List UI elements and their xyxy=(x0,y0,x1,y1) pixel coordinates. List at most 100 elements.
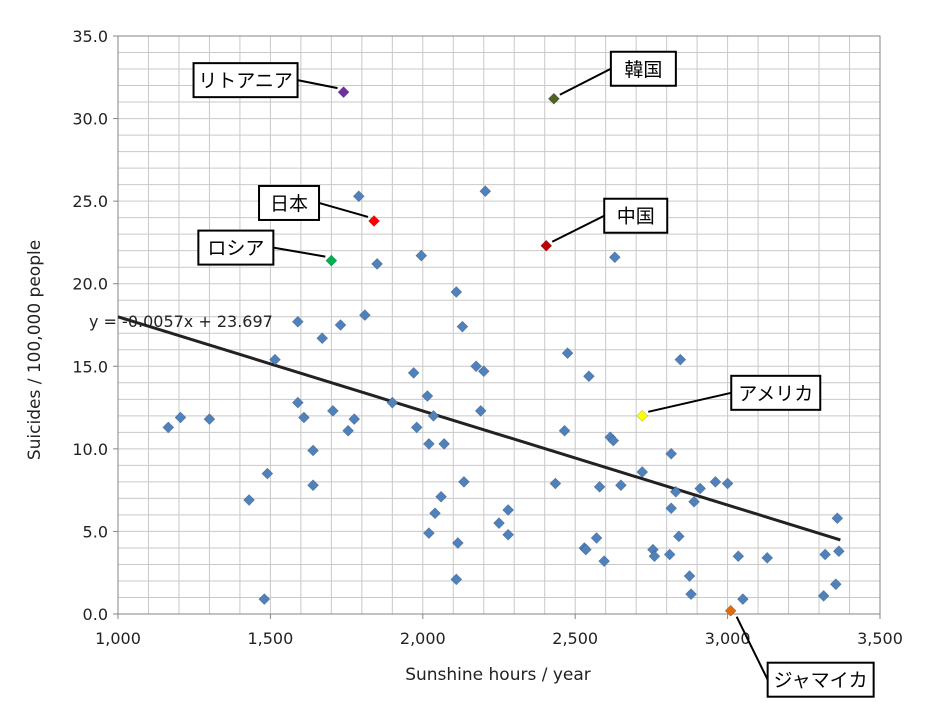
data-point xyxy=(342,424,355,437)
x-tick-label: 2,500 xyxy=(552,629,598,648)
data-point xyxy=(721,477,734,490)
data-point xyxy=(709,475,722,488)
x-tick-label: 1,500 xyxy=(247,629,293,648)
data-point xyxy=(298,411,310,424)
callout-box xyxy=(197,229,275,266)
data-point xyxy=(386,396,399,409)
data-point xyxy=(549,477,562,490)
axis-ticks: 1,000 1,500 2,000 2,500 3,000 3,500 0.0 5.0 10.0… xyxy=(72,27,903,648)
data-point xyxy=(607,434,620,447)
trendline-group: y = -0.0057x + 23.697 xyxy=(89,312,841,542)
data-point xyxy=(422,527,435,540)
callout-label: 韓国 xyxy=(624,59,662,81)
callout-box xyxy=(766,661,875,698)
data-point xyxy=(415,249,428,262)
data-point xyxy=(261,467,274,480)
highlighted-data-point xyxy=(325,254,338,267)
data-point xyxy=(450,573,463,586)
data-point xyxy=(817,589,830,602)
data-point xyxy=(174,411,187,424)
data-point xyxy=(672,530,685,543)
data-point xyxy=(582,370,595,383)
highlighted-data-point xyxy=(337,86,350,99)
data-point xyxy=(598,555,611,568)
data-point xyxy=(493,517,505,530)
callout-box xyxy=(603,197,669,234)
y-tick-label: 15.0 xyxy=(72,357,108,376)
highlighted-data-point xyxy=(540,239,553,252)
x-tick-label: 2,000 xyxy=(400,629,446,648)
data-point xyxy=(663,548,676,561)
data-point xyxy=(648,550,661,563)
data-point xyxy=(291,315,304,328)
data-point xyxy=(429,507,441,520)
data-point xyxy=(307,444,319,457)
y-axis-title: Suicides / 100,000 people xyxy=(25,240,45,460)
x-tick-label: 3,000 xyxy=(705,629,751,648)
data-point xyxy=(477,365,490,378)
y-tick-label: 20.0 xyxy=(72,275,108,294)
data-point xyxy=(438,437,451,450)
data-point xyxy=(435,490,448,503)
callout-label: リトアニア xyxy=(198,70,293,92)
data-point xyxy=(694,482,707,495)
callout-label: 中国 xyxy=(617,206,655,228)
data-point xyxy=(736,593,749,606)
highlighted-data-point xyxy=(724,604,737,617)
highlighted-data-point xyxy=(368,215,380,227)
data-point xyxy=(470,360,483,373)
highlighted-data-point xyxy=(636,409,649,422)
x-tick-label: 3,500 xyxy=(857,629,903,648)
y-tick-label: 0.0 xyxy=(83,605,108,624)
callout-leader xyxy=(648,391,732,413)
data-point xyxy=(358,309,371,322)
data-point xyxy=(458,475,470,488)
callout-box xyxy=(258,184,321,221)
callout-label: ロシア xyxy=(207,238,264,260)
data-point xyxy=(593,480,606,493)
data-point xyxy=(561,347,574,359)
data-point xyxy=(502,504,515,516)
data-point xyxy=(258,593,271,606)
data-point xyxy=(450,286,463,298)
data-point xyxy=(421,390,434,402)
y-tick-label: 10.0 xyxy=(72,440,108,459)
data-point xyxy=(674,353,687,366)
data-point xyxy=(269,353,281,366)
data-point xyxy=(832,545,845,558)
data-point xyxy=(685,588,697,601)
data-point xyxy=(334,319,347,331)
data-point xyxy=(761,551,774,564)
data-point xyxy=(291,396,304,409)
data-point xyxy=(614,479,627,492)
callout-leader xyxy=(551,214,605,243)
data-point xyxy=(829,578,842,591)
data-point xyxy=(326,404,339,417)
data-point xyxy=(665,502,678,515)
plot-area-frame xyxy=(117,35,881,615)
data-point xyxy=(669,485,682,498)
data-point xyxy=(688,495,700,508)
x-tick-label: 1,000 xyxy=(95,629,141,648)
data-point xyxy=(371,257,384,270)
data-point xyxy=(474,404,487,417)
data-point xyxy=(243,494,255,506)
y-tick-label: 25.0 xyxy=(72,192,108,211)
x-axis-title: Sunshine hours / year xyxy=(405,665,591,685)
data-point xyxy=(636,466,649,478)
y-tick-label: 30.0 xyxy=(72,110,108,129)
data-point xyxy=(579,543,592,556)
data-point xyxy=(348,413,361,426)
data-point xyxy=(590,532,603,544)
callout-leader xyxy=(318,201,369,218)
callout-leader xyxy=(273,246,326,258)
data-point xyxy=(665,447,678,460)
data-point xyxy=(502,528,515,541)
data-point xyxy=(732,550,745,563)
callout-label: 日本 xyxy=(270,193,308,215)
data-point xyxy=(608,251,621,264)
callout-box xyxy=(730,374,822,411)
data-point xyxy=(819,548,832,561)
